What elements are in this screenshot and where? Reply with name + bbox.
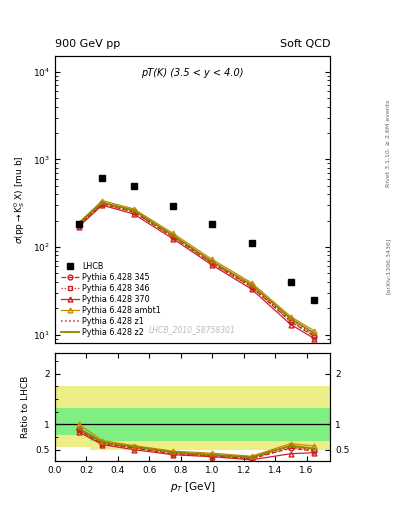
LHCB (210, 221, 215, 227)
Pythia 6.428 ambt1 (171, 230, 175, 237)
Line: Pythia 6.428 346: Pythia 6.428 346 (76, 201, 317, 337)
Line: Pythia 6.428 370: Pythia 6.428 370 (76, 203, 317, 341)
Pythia 6.428 370 (288, 322, 293, 328)
Line: Pythia 6.428 z2: Pythia 6.428 z2 (79, 202, 314, 333)
Pythia 6.428 345 (210, 260, 215, 266)
Pythia 6.428 ambt1 (249, 280, 254, 286)
LHCB (171, 203, 175, 209)
Text: Rivet 3.1.10, ≥ 2.6M events: Rivet 3.1.10, ≥ 2.6M events (386, 100, 391, 187)
Pythia 6.428 345 (76, 223, 81, 229)
Pythia 6.428 370 (210, 262, 215, 268)
Text: Soft QCD: Soft QCD (280, 38, 330, 49)
Pythia 6.428 346 (100, 200, 105, 206)
Pythia 6.428 z1 (210, 260, 215, 266)
Pythia 6.428 346 (210, 259, 215, 265)
X-axis label: $p_T$ [GeV]: $p_T$ [GeV] (170, 480, 215, 494)
Pythia 6.428 z1 (171, 233, 175, 240)
Pythia 6.428 z1 (76, 222, 81, 228)
Pythia 6.428 ambt1 (100, 198, 105, 204)
Text: pT(K) (3.5 < y < 4.0): pT(K) (3.5 < y < 4.0) (141, 68, 244, 78)
Pythia 6.428 345 (131, 209, 136, 215)
Pythia 6.428 345 (312, 333, 317, 339)
LHCB (76, 221, 81, 227)
Pythia 6.428 z2 (76, 221, 81, 227)
Pythia 6.428 346 (249, 283, 254, 289)
Pythia 6.428 z1 (131, 209, 136, 215)
Pythia 6.428 346 (171, 233, 175, 239)
Pythia 6.428 345 (249, 284, 254, 290)
Pythia 6.428 370 (249, 286, 254, 292)
Pythia 6.428 370 (100, 202, 105, 208)
Pythia 6.428 ambt1 (76, 220, 81, 226)
Pythia 6.428 z2 (171, 232, 175, 238)
Pythia 6.428 345 (100, 201, 105, 207)
Pythia 6.428 z2 (100, 199, 105, 205)
Pythia 6.428 ambt1 (131, 206, 136, 212)
Text: [arXiv:1306.3436]: [arXiv:1306.3436] (386, 238, 391, 294)
Y-axis label: $\sigma$(pp$\rightarrow$K$^0_S$ X) [mu b]: $\sigma$(pp$\rightarrow$K$^0_S$ X) [mu b… (13, 155, 28, 244)
Pythia 6.428 ambt1 (312, 328, 317, 334)
Line: Pythia 6.428 z1: Pythia 6.428 z1 (79, 204, 314, 336)
Pythia 6.428 z1 (249, 284, 254, 290)
Pythia 6.428 z2 (210, 259, 215, 265)
LHCB (288, 279, 293, 285)
Pythia 6.428 ambt1 (288, 313, 293, 319)
Y-axis label: Ratio to LHCB: Ratio to LHCB (21, 376, 30, 438)
Pythia 6.428 z2 (131, 207, 136, 214)
LHCB (312, 296, 317, 303)
Text: 900 GeV pp: 900 GeV pp (55, 38, 120, 49)
Pythia 6.428 370 (76, 224, 81, 230)
Pythia 6.428 345 (288, 318, 293, 325)
Pythia 6.428 z1 (288, 318, 293, 324)
Pythia 6.428 345 (171, 234, 175, 240)
Pythia 6.428 346 (288, 316, 293, 323)
Pythia 6.428 z1 (312, 333, 317, 339)
LHCB (249, 240, 254, 246)
Legend: LHCB, Pythia 6.428 345, Pythia 6.428 346, Pythia 6.428 370, Pythia 6.428 ambt1, : LHCB, Pythia 6.428 345, Pythia 6.428 346… (59, 259, 163, 339)
Pythia 6.428 ambt1 (210, 257, 215, 263)
Pythia 6.428 346 (312, 331, 317, 337)
Pythia 6.428 346 (76, 221, 81, 227)
Pythia 6.428 z1 (100, 201, 105, 207)
Pythia 6.428 z2 (249, 282, 254, 288)
Pythia 6.428 370 (171, 236, 175, 242)
Pythia 6.428 370 (312, 335, 317, 342)
Line: LHCB: LHCB (75, 174, 318, 303)
Pythia 6.428 346 (131, 208, 136, 214)
Pythia 6.428 370 (131, 211, 136, 217)
Line: Pythia 6.428 345: Pythia 6.428 345 (76, 202, 317, 339)
LHCB (100, 175, 105, 181)
Pythia 6.428 z2 (288, 315, 293, 322)
Line: Pythia 6.428 ambt1: Pythia 6.428 ambt1 (76, 198, 317, 333)
Text: LHCB_2010_S8758301: LHCB_2010_S8758301 (149, 326, 236, 334)
LHCB (131, 183, 136, 189)
Pythia 6.428 z2 (312, 330, 317, 336)
